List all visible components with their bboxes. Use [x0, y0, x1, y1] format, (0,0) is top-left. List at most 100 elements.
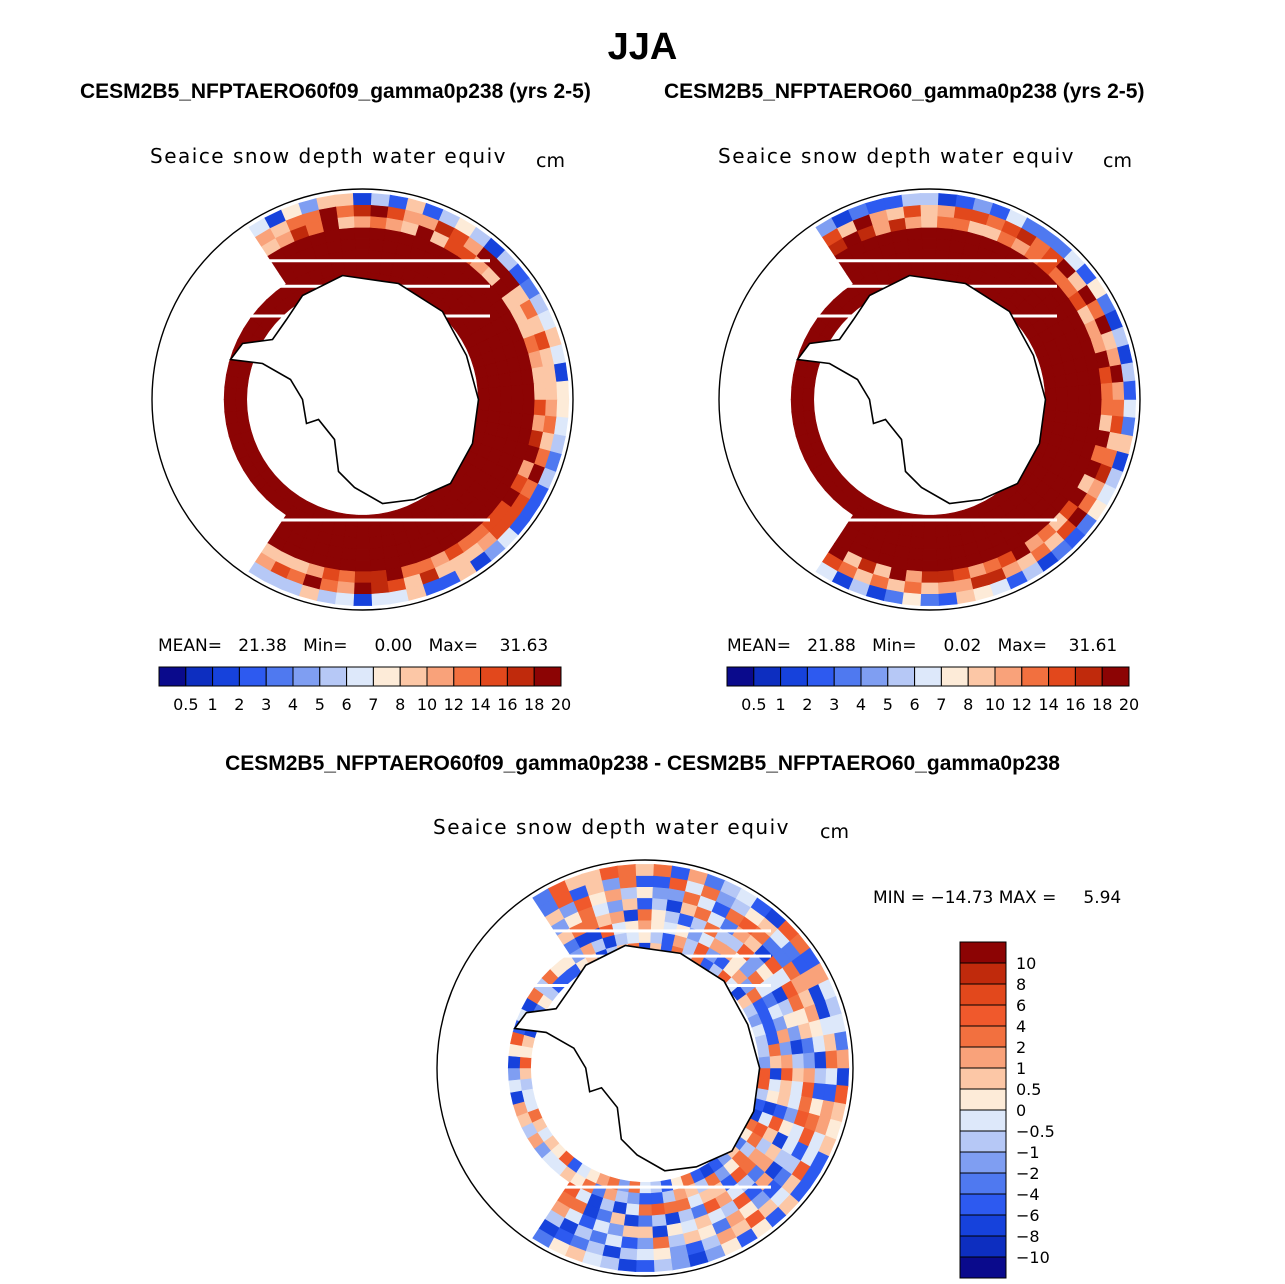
panel-1-colorbar-box: [426, 666, 455, 687]
panel-2-variable: Seaice snow depth water equiv: [718, 144, 1075, 168]
panel-1-cell: [509, 370, 524, 387]
panel-1-cell: [352, 193, 373, 206]
difference-colorbar-tick-label: 0.5: [1016, 1080, 1041, 1099]
panel-2-cell: [921, 548, 938, 561]
panel-2-cell: [936, 215, 955, 230]
panel-1-stats: MEAN= 21.38 Min= 0.00 Max= 31.63: [158, 636, 549, 656]
panel-2-cell: [1121, 416, 1136, 437]
panel-2-cell: [1054, 374, 1068, 389]
difference-cell: [814, 1067, 827, 1085]
panel-1-cell: [223, 399, 237, 413]
difference-cell: [623, 1214, 639, 1228]
difference-cell: [626, 931, 640, 944]
panel-2-units: cm: [1103, 150, 1132, 172]
panel-1-cell: [343, 525, 358, 539]
panel-2-cell: [921, 560, 938, 572]
panel-2-cell: [1065, 411, 1079, 427]
difference-colorbar-box: [959, 1256, 1007, 1279]
panel-2-colorbar-box: [887, 666, 916, 687]
panel-1-cell: [367, 260, 382, 274]
difference-colorbar-box: [959, 962, 1007, 985]
panel-2-cell: [937, 581, 957, 595]
panel-1-colorbar-box: [212, 666, 240, 687]
panel-2-cell: [909, 536, 924, 550]
panel-2-cell: [1121, 362, 1136, 383]
panel-1-cell: [355, 526, 370, 539]
panel-2-stats: MEAN= 21.88 Min= 0.02 Max= 31.61: [727, 636, 1118, 656]
panel-1-cell: [368, 536, 383, 550]
panel-1-cell: [342, 536, 357, 550]
panel-2-colorbar-box: [940, 666, 969, 687]
panel-1-cell: [339, 226, 356, 241]
panel-2-cell: [1100, 399, 1114, 417]
difference-colorbar-tick-label: 4: [1016, 1017, 1026, 1036]
panel-2-cell: [1065, 372, 1079, 388]
panel-1-cell: [354, 227, 371, 239]
panel-2-cell: [920, 215, 939, 228]
panel-2-colorbar-tick-label: 10: [985, 695, 1005, 714]
panel-1-cell: [354, 548, 371, 561]
panel-2-colorbar-box: [967, 666, 996, 687]
panel-1-colorbar-tick-label: 5: [315, 695, 325, 714]
panel-2-cell: [802, 399, 815, 412]
difference-cell: [780, 1067, 794, 1082]
panel-2-colorbar-box: [1074, 666, 1103, 687]
difference-cell: [508, 1043, 522, 1058]
difference-variable: Seaice snow depth water equiv: [433, 815, 790, 839]
panel-2-cell: [1089, 383, 1103, 400]
panel-1-cell: [224, 374, 238, 389]
panel-2-colorbar-box: [914, 666, 942, 687]
panel-2-colorbar-tick-label: 18: [1092, 695, 1112, 714]
panel-1-gap: [152, 518, 490, 522]
difference-cell: [652, 1247, 672, 1261]
panel-1-cell: [370, 204, 390, 218]
panel-1-cell: [334, 193, 355, 207]
difference-colorbar-box: [959, 1172, 1007, 1195]
panel-1-colorbar-tick-label: 0.5: [173, 695, 198, 714]
panel-2-gap: [719, 259, 1057, 263]
panel-2-colorbar-box: [1101, 666, 1130, 687]
panel-2-cell: [935, 536, 950, 550]
panel-2-colorbar-box: [833, 666, 862, 687]
panel-2-cell: [1078, 384, 1091, 400]
difference-colorbar-tick-label: −4: [1016, 1185, 1040, 1204]
panel-1-cell: [235, 399, 248, 412]
difference-colorbar-tick-label: 1: [1016, 1059, 1026, 1078]
panel-2-cell: [922, 260, 937, 273]
difference-cell: [508, 1078, 522, 1093]
difference-antarctica-coastline: [513, 944, 761, 1172]
panel-1-colorbar-box: [506, 666, 535, 687]
panel-1-cell: [556, 399, 570, 419]
difference-cell: [814, 1051, 827, 1069]
difference-cell: [836, 1049, 850, 1069]
difference-cell: [637, 908, 653, 921]
panel-2-cell: [1054, 410, 1068, 425]
panel-1-cell: [476, 376, 490, 390]
panel-1-map: [151, 188, 574, 611]
difference-cell: [635, 1260, 655, 1272]
panel-2-cell: [921, 238, 938, 251]
panel-2-cell: [1112, 381, 1125, 400]
difference-colorbar-tick-label: −2: [1016, 1164, 1040, 1183]
panel-1-colorbar-tick-label: 16: [497, 695, 517, 714]
difference-units: cm: [820, 821, 849, 843]
panel-2-cell: [1067, 399, 1080, 414]
difference-colorbar-box: [959, 1235, 1007, 1258]
panel-1-cell: [340, 547, 357, 561]
difference-colorbar-box: [959, 1151, 1007, 1174]
panel-1-cell: [353, 204, 372, 217]
difference-colorbar-box: [959, 1025, 1007, 1048]
difference-cell: [638, 1193, 652, 1205]
difference-cell: [519, 1067, 532, 1080]
panel-1-cell: [354, 560, 371, 572]
panel-2-colorbar-tick-label: 7: [936, 695, 946, 714]
panel-1-colorbar-box: [346, 666, 374, 687]
panel-1-cell: [511, 384, 524, 400]
panel-1-colorbar-tick-label: 12: [444, 695, 464, 714]
difference-cell: [652, 1236, 670, 1250]
panel-2-cell: [1112, 399, 1125, 418]
panel-1-cell: [509, 412, 524, 429]
panel-2-colorbar-tick-label: 2: [802, 695, 812, 714]
panel-1-cell: [545, 381, 558, 400]
panel-1-cell: [353, 571, 372, 584]
